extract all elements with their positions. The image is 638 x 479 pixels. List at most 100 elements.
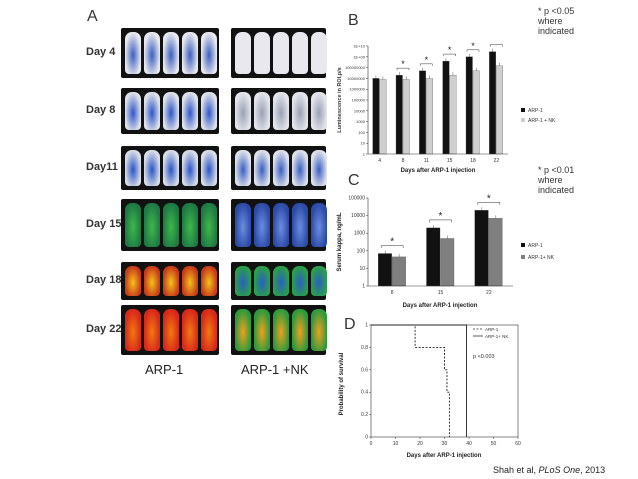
chart-c-legend-arp1-nk: ARP-1+ NK [528, 255, 555, 261]
mouse-image [163, 32, 179, 74]
day-label: Day11 [86, 161, 118, 173]
chart-c-legend-swatch-arp1-nk [521, 255, 525, 259]
mouse-image [311, 150, 327, 186]
chart-c-sig-star: * [439, 211, 443, 222]
chart-b-ytick-label: 100 [358, 130, 365, 135]
chart-c-bar [474, 210, 489, 287]
mouse-image [254, 266, 270, 296]
chart-b-xtick-label: 15 [447, 158, 453, 164]
mouse-image [254, 92, 270, 130]
chart-c-serum-kappa: * * * 1 10 100 1000 10000 100000 8 15 22 Serum ka… [337, 193, 555, 309]
mouse-image [182, 266, 198, 296]
mouse-image [311, 92, 327, 130]
day-label: Day 15 [86, 218, 122, 230]
chart-d-ytick-label: 0.2 [361, 412, 368, 418]
mouse-image [311, 32, 327, 74]
chart-b-bar [402, 79, 410, 155]
chart-b-sig-bracket [420, 63, 433, 66]
mouse-image [163, 203, 179, 247]
chart-b-ytick-label: 10000 [354, 108, 366, 113]
chart-b-xtick-label: 8 [402, 158, 405, 164]
photo-arp1 [121, 262, 219, 300]
chart-c-xtick-label: 8 [391, 290, 394, 296]
mouse-image [201, 266, 217, 296]
chart-b-bar [379, 79, 387, 155]
chart-b-ytick-label: 1E+09 [353, 54, 365, 59]
mouse-image [201, 309, 217, 351]
photo-arp1-nk [231, 199, 327, 251]
chart-b-sig-star: * [495, 40, 499, 46]
mouse-image [292, 92, 308, 130]
chart-b-ytick-label: 100000000 [345, 65, 366, 70]
mouse-image [163, 92, 179, 130]
photo-arp1 [121, 28, 219, 78]
photo-arp1-nk [231, 305, 327, 355]
chart-d-xtick-label: 10 [393, 441, 399, 447]
chart-d-frame [370, 324, 519, 438]
mouse-image [235, 92, 251, 130]
mouse-image [292, 309, 308, 351]
mouse-image [125, 203, 141, 247]
chart-c-bar [426, 227, 441, 287]
photo-arp1-nk [231, 262, 327, 300]
chart-d-xtick-label: 30 [442, 441, 448, 447]
citation-journal: PLoS One [538, 465, 581, 475]
chart-c-ylabel: Serum kappa, ng/mL [337, 212, 343, 271]
chart-b-ytick-label: 1 [363, 152, 366, 157]
mouse-image [292, 32, 308, 74]
chart-d-pvalue: p <0.003 [473, 354, 495, 360]
chart-b-legend-swatch-arp1-nk [521, 118, 525, 122]
panel-c-letter: C [348, 172, 360, 189]
photo-arp1 [121, 199, 219, 251]
mouse-image [182, 203, 198, 247]
chart-b-ytick-label: 10000000 [347, 76, 366, 81]
mouse-image [144, 309, 160, 351]
chart-c-ytick-label: 10000 [351, 213, 365, 219]
mouse-image [235, 266, 251, 296]
mouse-image [163, 309, 179, 351]
mouse-image [311, 203, 327, 247]
mouse-image [273, 266, 289, 296]
chart-b-sig-star: * [448, 45, 452, 55]
mouse-image [144, 266, 160, 296]
chart-d-ytick-label: 1 [365, 323, 368, 329]
chart-b-bar [496, 65, 503, 155]
chart-c-xtick-label: 22 [486, 290, 492, 296]
chart-b-sig-star: * [401, 59, 405, 69]
group-label-arp1: ARP-1 [145, 362, 184, 377]
chart-d-ytick-label: 0.8 [361, 345, 368, 351]
mouse-image [125, 309, 141, 351]
chart-b-luminescence: * * * * * 1 10 100 1000 10000 100000 1000000 100000… [337, 40, 556, 174]
photo-arp1-nk [231, 88, 327, 134]
chart-b-sig-bracket [466, 49, 480, 52]
citation: Shah et al, PLoS One, 2013 [493, 465, 605, 475]
mouse-image [292, 203, 308, 247]
chart-c-ytick-label: 10 [359, 266, 365, 272]
chart-b-sig-star: * [425, 55, 429, 65]
chart-c-sig-bracket [429, 219, 452, 223]
mouse-image [235, 309, 251, 351]
chart-c-bar [378, 253, 392, 287]
chart-c-legend-swatch-arp1 [521, 243, 525, 247]
chart-b-ylabel: Luminescence in ROI,p/s [337, 67, 343, 132]
chart-d-xtick-label: 50 [491, 441, 497, 447]
mouse-image [273, 92, 289, 130]
chart-b-ytick-label: 1000000 [349, 87, 365, 92]
mouse-image [201, 150, 217, 186]
mouse-image [235, 203, 251, 247]
citation-year: , 2013 [580, 465, 606, 475]
chart-b-bar [449, 74, 457, 155]
mouse-image [201, 92, 217, 130]
day-label: Day 4 [86, 46, 116, 58]
chart-c-ytick-label: 100 [357, 248, 366, 254]
mouse-image [254, 32, 270, 74]
chart-b-legend-swatch-arp1 [521, 108, 525, 112]
mouse-image [182, 92, 198, 130]
chart-d-xtick-label: 60 [515, 441, 521, 447]
day-label: Day 22 [86, 323, 122, 335]
chart-d-ytick-label: 0.6 [361, 367, 368, 373]
chart-c-xtick-label: 15 [438, 290, 444, 296]
chart-b-ytick-label: 10 [361, 141, 366, 146]
chart-b-xlabel: Days after ARP-1 injection [401, 168, 476, 174]
mouse-image [125, 150, 141, 186]
